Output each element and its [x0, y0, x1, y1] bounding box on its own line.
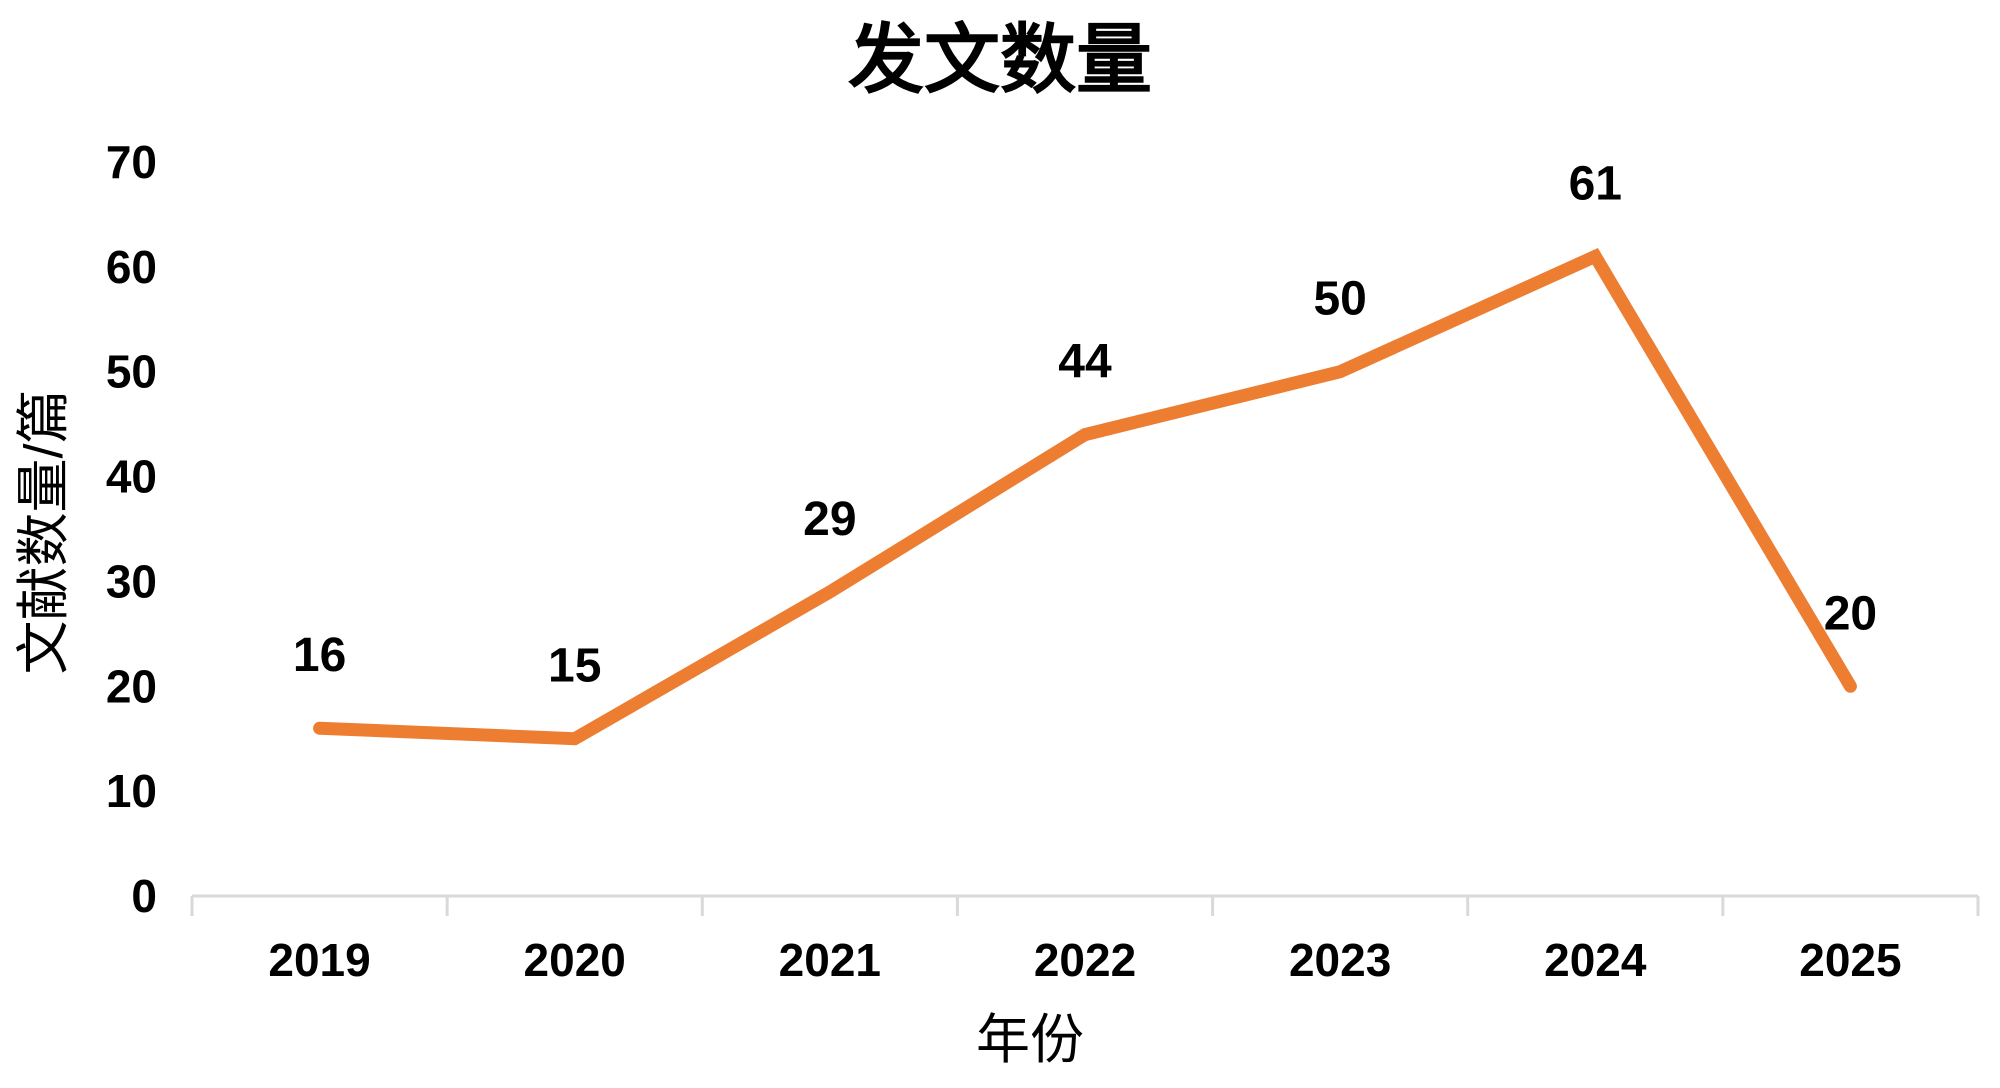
- y-axis-tick-label: 10: [106, 765, 157, 817]
- y-axis-tick-label: 0: [131, 870, 157, 922]
- series-polyline: [313, 248, 1857, 746]
- data-point-label: 61: [1569, 157, 1622, 210]
- data-point-label: 16: [293, 629, 346, 682]
- x-axis-category-label: 2024: [1544, 934, 1647, 986]
- data-point-label: 44: [1058, 336, 1112, 389]
- y-axis-tick-label: 50: [106, 346, 157, 398]
- y-axis-tick-label: 20: [106, 660, 157, 712]
- x-axis: [190, 894, 1980, 916]
- chart-title: 发文数量: [848, 18, 1152, 103]
- x-axis-category-label: 2021: [779, 934, 881, 986]
- data-point-label: 15: [548, 640, 601, 693]
- x-axis-category-label: 2020: [524, 934, 626, 986]
- data-point-label: 29: [803, 493, 856, 546]
- x-axis-category-labels: 2019 2020 2021 2022 2023 2024 2025: [268, 934, 1901, 986]
- y-axis-tick-label: 30: [106, 555, 157, 607]
- x-axis-category-label: 2023: [1289, 934, 1391, 986]
- y-axis-tick-label: 60: [106, 241, 157, 293]
- x-axis-category-label: 2025: [1799, 934, 1901, 986]
- data-series-line: [313, 248, 1857, 746]
- data-point-label: 50: [1313, 273, 1366, 326]
- x-axis-title: 年份: [976, 1010, 1084, 1070]
- data-point-labels: 16 15 29 44 50 61 20: [293, 157, 1877, 692]
- y-axis-title: 文献数量/篇: [14, 389, 74, 674]
- y-axis-tick-labels: 0 10 20 30 40 50 60 70: [106, 136, 157, 922]
- x-axis-category-label: 2019: [268, 934, 370, 986]
- x-axis-category-label: 2022: [1034, 934, 1136, 986]
- data-point-label: 20: [1824, 587, 1877, 640]
- y-axis-tick-label: 40: [106, 451, 157, 503]
- y-axis-tick-label: 70: [106, 136, 157, 188]
